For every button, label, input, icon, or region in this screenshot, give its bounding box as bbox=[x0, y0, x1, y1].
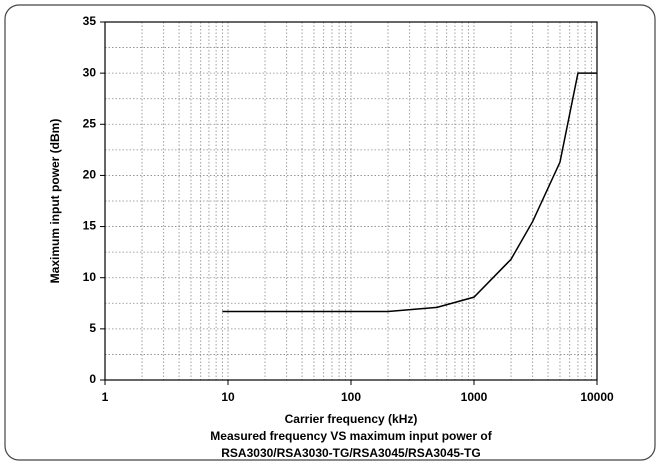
x-tick-label: 10000 bbox=[580, 390, 614, 404]
frame bbox=[4, 4, 656, 461]
plot-border bbox=[104, 21, 598, 381]
y-tick-label: 0 bbox=[89, 372, 96, 386]
x-tick-label: 10 bbox=[221, 390, 235, 404]
x-tick-label: 1000 bbox=[461, 390, 488, 404]
y-tick-label: 25 bbox=[83, 116, 97, 130]
y-tick-label: 30 bbox=[83, 65, 97, 79]
y-tick-label: 20 bbox=[83, 168, 97, 182]
y-tick-label: 10 bbox=[83, 270, 97, 284]
y-axis-label: Maximum input power (dBm) bbox=[48, 119, 62, 284]
y-tick-label: 5 bbox=[89, 321, 96, 335]
x-axis-label: Carrier frequency (kHz) bbox=[285, 412, 418, 426]
y-tick-label: 35 bbox=[83, 14, 97, 28]
series-line bbox=[222, 72, 597, 313]
caption: Measured frequency VS maximum input powe… bbox=[210, 429, 492, 443]
y-tick-label: 15 bbox=[83, 219, 97, 233]
x-tick-label: 1 bbox=[102, 390, 109, 404]
caption: RSA3030/RSA3030-TG/RSA3045/RSA3045-TG bbox=[221, 446, 480, 460]
x-tick-label: 100 bbox=[341, 390, 361, 404]
